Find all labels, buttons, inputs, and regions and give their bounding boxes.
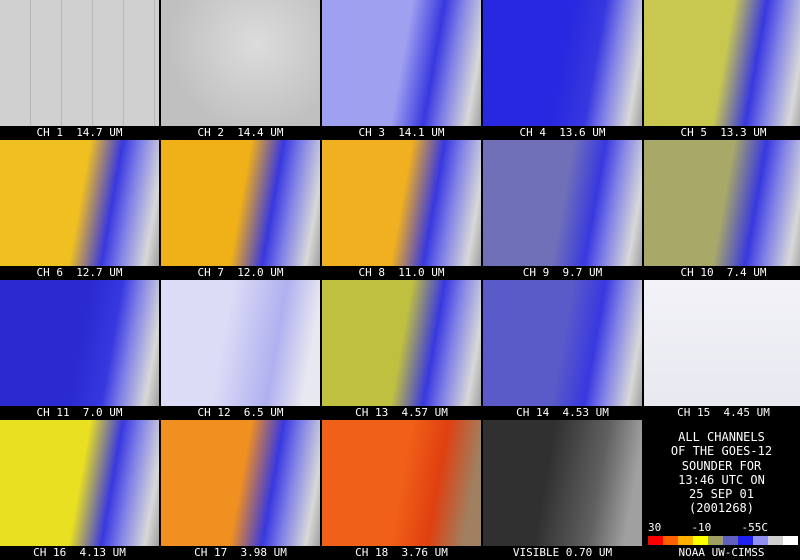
channel-label: CH 3 14.1 UM — [358, 126, 445, 139]
satellite-image — [644, 140, 800, 266]
satellite-image — [322, 280, 481, 406]
satellite-image — [322, 420, 481, 546]
satellite-image — [644, 0, 800, 126]
channel-label: CH 16 4.13 UM — [33, 546, 126, 559]
info-line: ALL CHANNELS — [678, 430, 765, 444]
channel-label: CH 6 12.7 UM — [36, 266, 123, 279]
satellite-image — [161, 420, 320, 546]
colorbar-label: -55C — [741, 521, 769, 534]
colorbar-labels: 30 -10 -55C — [648, 521, 768, 534]
satellite-image — [0, 420, 159, 546]
satellite-image — [483, 280, 642, 406]
satellite-image — [161, 140, 320, 266]
satellite-image — [483, 420, 642, 546]
channel-label: CH 9 9.7 UM — [522, 266, 603, 279]
info-block: ALL CHANNELS OF THE GOES-12 SOUNDER FOR 13:… — [643, 430, 800, 516]
satellite-image — [161, 0, 320, 126]
channel-label: CH 4 13.6 UM — [519, 126, 606, 139]
satellite-image — [322, 140, 481, 266]
satellite-image — [0, 0, 159, 126]
colorbar-label: -10 — [691, 521, 712, 534]
channel-label: CH 5 13.3 UM — [680, 126, 767, 139]
channel-label: CH 7 12.0 UM — [197, 266, 284, 279]
colorbar-label: 30 — [648, 521, 662, 534]
channel-label: VISIBLE 0.70 UM — [512, 546, 613, 559]
channel-label: CH 13 4.57 UM — [355, 406, 448, 419]
satellite-image — [644, 280, 800, 406]
channel-label: CH 2 14.4 UM — [197, 126, 284, 139]
channel-label: CH 12 6.5 UM — [197, 406, 284, 419]
info-line: (2001268) — [688, 501, 755, 516]
satellite-image — [0, 280, 159, 406]
info-line: 13:46 UTC ON — [678, 472, 765, 487]
credit: NOAA UW-CIMSS — [678, 546, 765, 559]
channel-label: CH 11 7.0 UM — [36, 406, 123, 419]
info-line: SOUNDER FOR — [681, 458, 762, 473]
channel-label: CH 10 7.4 UM — [680, 266, 767, 279]
satellite-image — [322, 0, 481, 126]
channel-label: CH 14 4.53 UM — [516, 406, 609, 419]
satellite-image — [483, 140, 642, 266]
channel-label: CH 15 4.45 UM — [677, 406, 770, 419]
info-line: 25 SEP 01 — [688, 487, 755, 502]
satellite-image — [0, 140, 159, 266]
satellite-image — [161, 280, 320, 406]
info-line: OF THE GOES-12 — [670, 444, 773, 459]
channel-label: CH 18 3.76 UM — [355, 546, 448, 559]
colorbar — [648, 536, 798, 545]
channel-label: CH 8 11.0 UM — [358, 266, 445, 279]
channel-label: CH 17 3.98 UM — [194, 546, 287, 559]
channel-label: CH 1 14.7 UM — [36, 126, 123, 139]
satellite-image — [483, 0, 642, 126]
